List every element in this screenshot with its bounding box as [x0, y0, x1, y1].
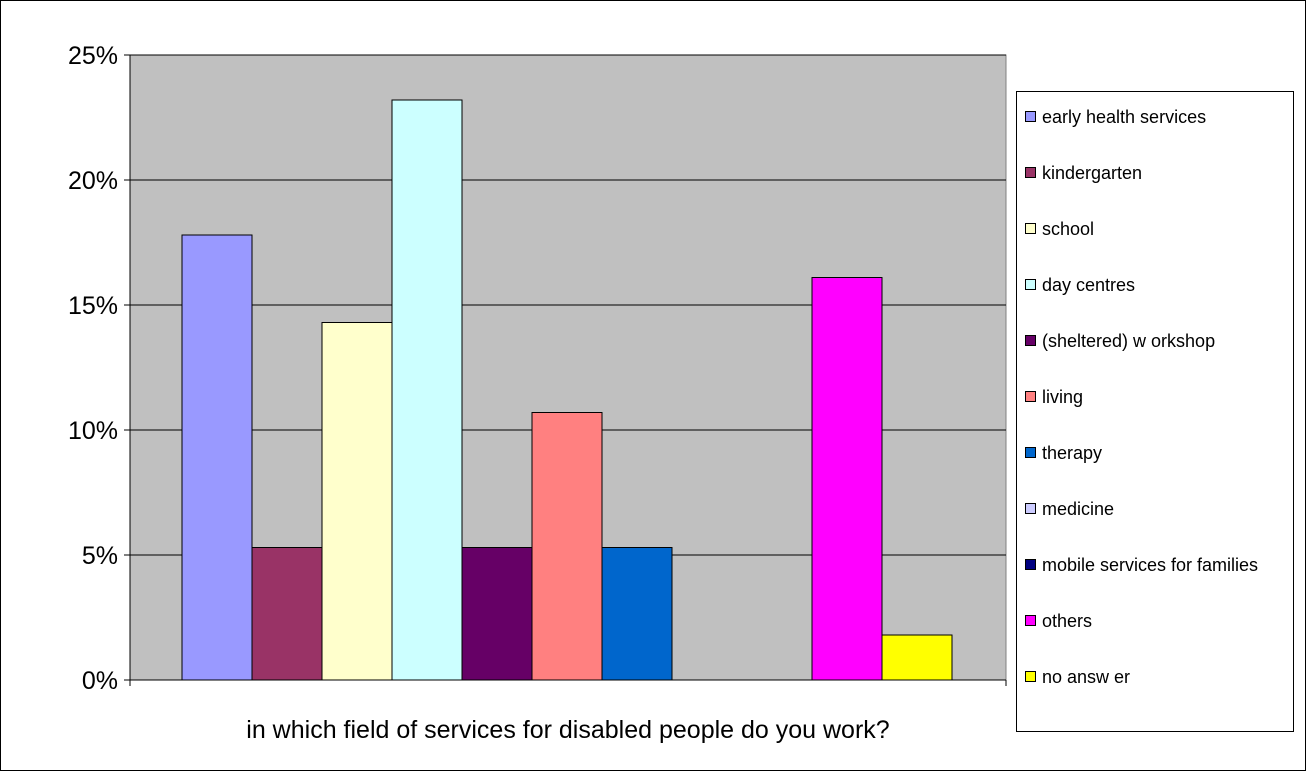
legend-swatch [1025, 167, 1036, 178]
legend-label: mobile services for families [1042, 555, 1259, 575]
bar-no-answ-er [881, 634, 953, 681]
legend-item: therapy [1017, 441, 1282, 465]
x-axis-label: in which field of services for disabled … [246, 716, 889, 744]
bar-early-health-services [181, 234, 253, 681]
bar-others [811, 277, 883, 681]
legend-item: others [1017, 609, 1282, 633]
legend-item: day centres [1017, 273, 1282, 297]
legend-swatch [1025, 223, 1036, 234]
bar-kindergarten [251, 547, 323, 681]
legend-item: early health services [1017, 105, 1282, 129]
legend-swatch [1025, 279, 1036, 290]
legend-label: day centres [1042, 275, 1136, 295]
y-tick-labels: 0% 5% 10% 15% 20% 25% [68, 42, 118, 695]
bar-sheltered-w-orkshop [461, 547, 533, 681]
legend: early health services kindergarten school d… [1016, 91, 1294, 732]
legend-swatch [1025, 615, 1036, 626]
legend-swatch [1025, 335, 1036, 346]
y-tick-label: 15% [68, 292, 118, 320]
legend-item: kindergarten [1017, 161, 1282, 185]
legend-swatch [1025, 391, 1036, 402]
legend-item: school [1017, 217, 1282, 241]
legend-label: therapy [1042, 443, 1103, 463]
legend-swatch [1025, 447, 1036, 458]
bar-living [531, 412, 603, 681]
legend-label: living [1042, 387, 1084, 407]
legend-label: others [1042, 611, 1093, 631]
legend-label: kindergarten [1042, 163, 1143, 183]
legend-item: living [1017, 385, 1282, 409]
legend-label: (sheltered) w orkshop [1042, 331, 1216, 351]
legend-swatch [1025, 503, 1036, 514]
legend-item: (sheltered) w orkshop [1017, 329, 1282, 353]
bars [181, 99, 953, 681]
legend-item: no answ er [1017, 665, 1282, 689]
legend-label: school [1042, 219, 1095, 239]
y-tick-label: 5% [82, 542, 118, 570]
legend-label: medicine [1042, 499, 1115, 519]
bar-day-centres [391, 99, 463, 681]
bar-therapy [601, 547, 673, 681]
legend-label: no answ er [1042, 667, 1131, 687]
legend-swatch [1025, 671, 1036, 682]
bar-school [321, 322, 393, 681]
y-tick-label: 10% [68, 417, 118, 445]
y-tick-label: 20% [68, 167, 118, 195]
y-tick-label: 0% [82, 667, 118, 695]
legend-swatch [1025, 559, 1036, 570]
axes [124, 54, 1007, 686]
y-tick-label: 25% [68, 42, 118, 70]
legend-label: early health services [1042, 107, 1207, 127]
legend-swatch [1025, 111, 1036, 122]
legend-item: medicine [1017, 497, 1282, 521]
legend-item: mobile services for families [1017, 553, 1282, 577]
